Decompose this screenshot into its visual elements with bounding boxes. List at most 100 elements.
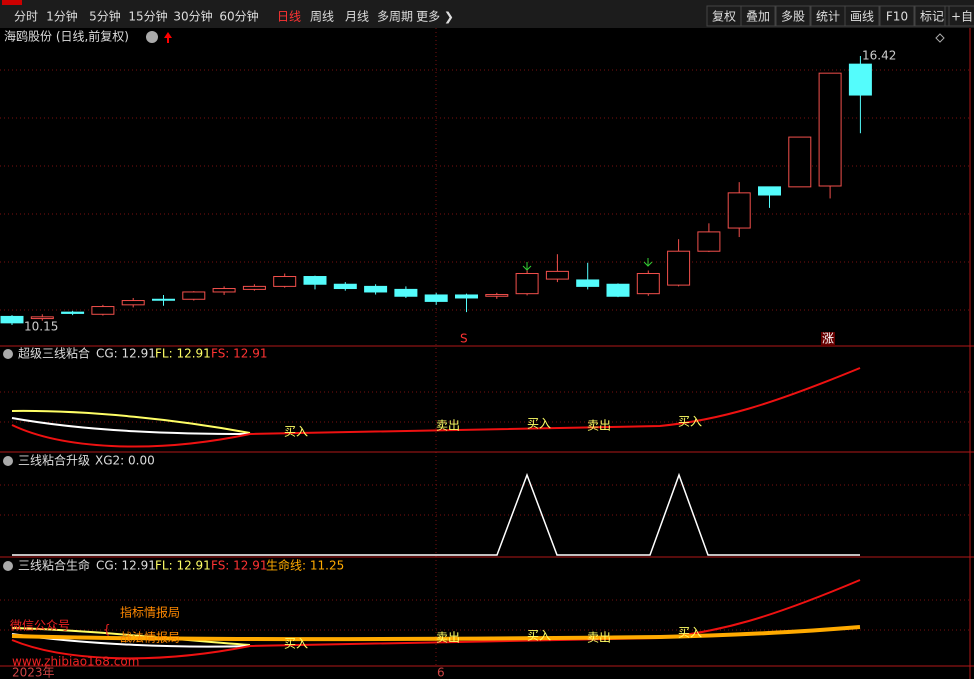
candle-body xyxy=(182,291,206,300)
candle-body xyxy=(485,294,509,297)
diamond-icon[interactable] xyxy=(935,33,945,43)
signal-zhang: 涨 xyxy=(822,331,834,346)
menu-icon[interactable] xyxy=(146,31,158,43)
signal: 买入 xyxy=(527,629,551,643)
toolbar-button-frame[interactable] xyxy=(740,5,776,27)
axis-month: 6 xyxy=(437,666,445,679)
toolbar-button-frame[interactable] xyxy=(914,5,950,27)
panel3-fl: FL: 12.91 xyxy=(155,559,211,573)
panel2-name: 三线粘合升级 xyxy=(18,453,90,468)
toolbar-button[interactable]: 画线 xyxy=(850,10,874,24)
candle-body xyxy=(91,306,115,315)
toolbar-tab[interactable]: 30分钟 xyxy=(173,9,212,24)
toolbar-button[interactable]: 叠加 xyxy=(746,10,770,24)
signal: 卖出 xyxy=(436,419,460,433)
candle-body xyxy=(152,298,175,301)
signal: 买入 xyxy=(678,415,702,429)
candle-body xyxy=(667,250,691,286)
watermark-label: 微信公众号 xyxy=(10,619,70,633)
toolbar-tab[interactable]: 月线 xyxy=(345,10,369,24)
toolbar-button-frame[interactable] xyxy=(879,5,915,27)
toolbar-tab[interactable]: 1分钟 xyxy=(46,9,78,24)
candle-body xyxy=(30,316,54,320)
candle-body xyxy=(515,273,539,295)
signal: 卖出 xyxy=(436,631,460,645)
toolbar-tab[interactable]: 分时 xyxy=(14,10,38,24)
buy-arrows xyxy=(522,258,653,271)
toolbar-tab[interactable]: 5分钟 xyxy=(89,9,121,24)
panel3-life: 生命线: 11.25 xyxy=(266,558,344,573)
toolbar-button-frame[interactable] xyxy=(775,5,811,27)
candle-body xyxy=(636,273,660,295)
panel1-fl: FL: 12.91 xyxy=(155,347,211,361)
toolbar-button-frame[interactable] xyxy=(844,5,880,27)
toolbar-button-frame[interactable] xyxy=(944,5,974,27)
toolbar-tab[interactable]: 更多 ❯ xyxy=(416,10,454,24)
panel1-fs: FS: 12.91 xyxy=(211,347,268,361)
candle-body xyxy=(61,311,85,314)
panel2-line xyxy=(12,472,860,556)
candle-body xyxy=(364,285,388,293)
candle-body xyxy=(121,300,145,306)
signal: 买入 xyxy=(527,417,551,431)
signal: 卖出 xyxy=(587,631,611,645)
candle-body xyxy=(0,315,24,324)
signal-box xyxy=(821,332,835,346)
candle-body xyxy=(424,294,448,302)
toolbar-tab[interactable]: 多周期 xyxy=(377,10,413,24)
toolbar-tab[interactable]: 日线 xyxy=(277,10,301,24)
high-label: 16.42 xyxy=(862,49,896,63)
arrow-icon xyxy=(164,32,172,43)
panel3-fs: FS: 12.91 xyxy=(211,559,268,573)
signal: 买入 xyxy=(678,626,702,640)
candle-body xyxy=(818,72,842,187)
panel1-name: 超级三线粘合 xyxy=(18,346,90,361)
candle-body xyxy=(455,294,478,299)
watermark-line1: 指标情报局 xyxy=(120,605,180,620)
axis-year: 2023年 xyxy=(12,666,55,679)
candle-body xyxy=(727,192,751,229)
toolbar-button[interactable]: 复权 xyxy=(712,10,736,24)
candle-body xyxy=(606,283,630,297)
panel3-lines xyxy=(11,579,861,660)
candles xyxy=(0,56,872,325)
signal: 买入 xyxy=(284,425,308,439)
candle-body xyxy=(212,288,236,293)
candle-body xyxy=(242,285,266,290)
candle-body xyxy=(273,276,297,287)
panel2-xg2: XG2: 0.00 xyxy=(95,454,155,468)
toolbar-tab[interactable]: 15分钟 xyxy=(128,9,167,24)
toolbar-button[interactable]: 标记 xyxy=(920,10,944,24)
panel-icon[interactable] xyxy=(3,561,13,571)
candle-body xyxy=(303,276,327,285)
watermark-brace: { xyxy=(103,623,111,637)
toolbar-tab[interactable]: 60分钟 xyxy=(219,9,258,24)
stock-title: 海鸥股份 (日线,前复权) xyxy=(4,29,129,44)
candle-body xyxy=(576,279,600,287)
toolbar-button[interactable]: 统计 xyxy=(816,10,840,24)
panel3-cg: CG: 12.91 xyxy=(96,559,156,573)
toolbar-button[interactable]: F10 xyxy=(886,10,908,24)
toolbar xyxy=(0,0,974,28)
logo xyxy=(2,0,22,5)
watermark-url: www.zhibiao168.com xyxy=(12,655,139,669)
panel3-name: 三线粘合生命 xyxy=(18,558,90,573)
candle-body xyxy=(788,136,812,188)
candle-body xyxy=(697,231,721,252)
signal-s: S xyxy=(460,332,468,346)
watermark-line2: 战法情报局 xyxy=(120,630,180,645)
signal: 买入 xyxy=(284,637,308,651)
toolbar-tab[interactable]: 周线 xyxy=(310,10,334,24)
panel-icon[interactable] xyxy=(3,349,13,359)
toolbar-button[interactable]: +自 xyxy=(951,10,973,24)
candle-body xyxy=(394,288,418,297)
candle-body xyxy=(545,270,569,280)
toolbar-items: 分时 1分钟 5分钟 15分钟 30分钟 60分钟 日线 周线 月线 多周期 更多 ❯ 复权 叠加 多股统… xyxy=(14,5,974,27)
panel1-lines xyxy=(11,367,861,448)
panel-icon[interactable] xyxy=(3,456,13,466)
panel1-cg: CG: 12.91 xyxy=(96,347,156,361)
toolbar-button[interactable]: 多股 xyxy=(781,10,805,24)
candle-body xyxy=(333,283,357,290)
